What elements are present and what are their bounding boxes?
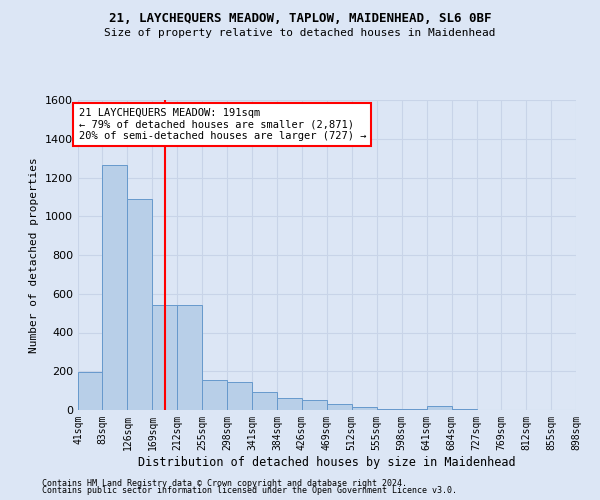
- Bar: [227, 382, 253, 410]
- Text: 21 LAYCHEQUERS MEADOW: 191sqm
← 79% of detached houses are smaller (2,871)
20% o: 21 LAYCHEQUERS MEADOW: 191sqm ← 79% of d…: [79, 108, 366, 141]
- X-axis label: Distribution of detached houses by size in Maidenhead: Distribution of detached houses by size …: [138, 456, 516, 468]
- Bar: [452, 409, 476, 410]
- Bar: [253, 392, 277, 410]
- Bar: [127, 199, 152, 410]
- Y-axis label: Number of detached properties: Number of detached properties: [29, 157, 40, 353]
- Bar: [277, 398, 302, 410]
- Text: Size of property relative to detached houses in Maidenhead: Size of property relative to detached ho…: [104, 28, 496, 38]
- Bar: [178, 306, 202, 410]
- Bar: [78, 372, 103, 410]
- Bar: [202, 380, 227, 410]
- Text: Contains public sector information licensed under the Open Government Licence v3: Contains public sector information licen…: [42, 486, 457, 495]
- Bar: [377, 409, 401, 410]
- Bar: [427, 406, 452, 410]
- Bar: [401, 409, 427, 410]
- Bar: [302, 400, 327, 410]
- Bar: [152, 306, 178, 410]
- Bar: [327, 404, 352, 410]
- Bar: [103, 165, 127, 410]
- Bar: [352, 407, 377, 410]
- Text: 21, LAYCHEQUERS MEADOW, TAPLOW, MAIDENHEAD, SL6 0BF: 21, LAYCHEQUERS MEADOW, TAPLOW, MAIDENHE…: [109, 12, 491, 26]
- Text: Contains HM Land Registry data © Crown copyright and database right 2024.: Contains HM Land Registry data © Crown c…: [42, 478, 407, 488]
